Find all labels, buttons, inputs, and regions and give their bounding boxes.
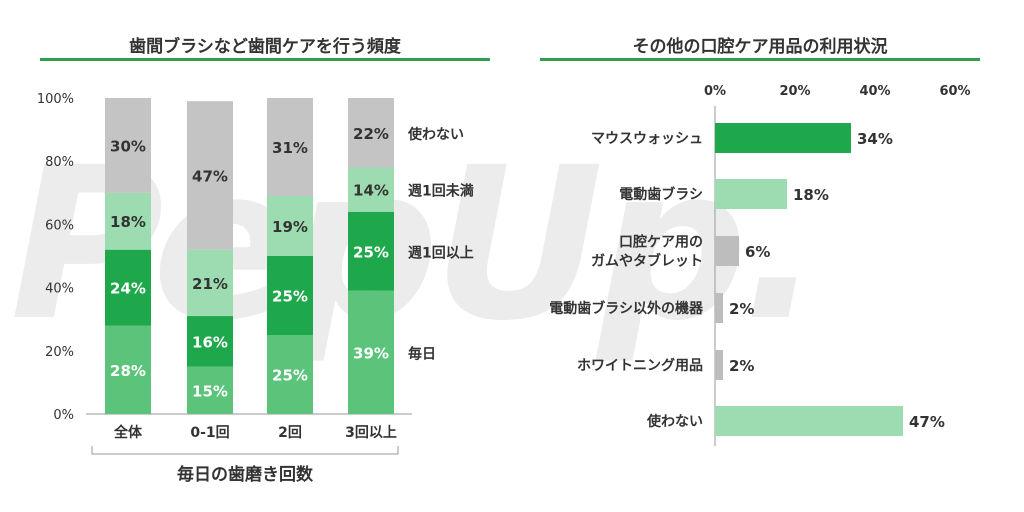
- data-label: 47%: [192, 167, 228, 185]
- y-tick-label: 0%: [53, 408, 74, 423]
- left-chart-title: 歯間ブラシなど歯間ケアを行う頻度: [129, 37, 401, 57]
- data-label: 2%: [729, 300, 754, 318]
- data-label: 24%: [110, 280, 146, 298]
- left-title-underline: [40, 58, 490, 61]
- data-label: 25%: [272, 367, 308, 385]
- data-label: 34%: [857, 130, 893, 148]
- data-label: 15%: [192, 382, 228, 400]
- data-label: 2%: [729, 357, 754, 375]
- category-label: ガムやタブレット: [591, 253, 703, 270]
- y-tick-label: 40%: [45, 282, 74, 297]
- category-label: 使わない: [646, 413, 703, 430]
- data-label: 39%: [353, 344, 389, 362]
- data-label: 25%: [353, 243, 389, 261]
- data-label: 47%: [909, 413, 945, 431]
- bar-segment: [105, 249, 151, 326]
- bar-segment: [267, 195, 313, 256]
- x-tick-label: 0%: [704, 84, 726, 99]
- legend-label: 週1回未満: [408, 183, 474, 200]
- x-tick-label: 20%: [779, 84, 810, 99]
- right-chart-title: その他の口腔ケア用品の利用状況: [632, 37, 888, 57]
- bar-segment: [267, 98, 313, 196]
- y-tick-label: 80%: [45, 155, 74, 170]
- x-tick-label: 0-1回: [190, 425, 229, 441]
- bar: [715, 350, 723, 380]
- bar-segment: [187, 249, 233, 317]
- legend-label: 毎日: [408, 345, 436, 362]
- bar: [715, 179, 787, 209]
- x-tick-label: 3回以上: [345, 425, 397, 441]
- right-title-underline: [540, 58, 980, 61]
- category-label: マウスウォッシュ: [591, 131, 703, 147]
- group-bracket: [91, 446, 399, 455]
- x-tick-label: 60%: [939, 84, 970, 99]
- bar: [715, 236, 739, 266]
- bar-segment: [348, 98, 394, 168]
- data-label: 22%: [353, 125, 389, 143]
- bar-segment: [105, 192, 151, 250]
- bar-segment: [187, 366, 233, 414]
- data-label: 16%: [192, 333, 228, 351]
- data-label: 18%: [110, 213, 146, 231]
- y-tick-label: 60%: [45, 218, 74, 233]
- legend-label: 週1回以上: [408, 245, 474, 261]
- y-tick-label: 20%: [45, 345, 74, 360]
- data-label: 25%: [272, 288, 308, 306]
- data-label: 19%: [272, 218, 308, 236]
- x-tick-label: 2回: [278, 425, 302, 441]
- bar-segment: [348, 290, 394, 414]
- bar-segment: [105, 325, 151, 414]
- data-label: 14%: [353, 182, 389, 200]
- group-label: 毎日の歯磨き回数: [177, 464, 314, 485]
- bar: [715, 406, 903, 436]
- legend-label: 使わない: [407, 126, 464, 143]
- category-label: 電動歯ブラシ以外の機器: [549, 300, 704, 317]
- data-label: 18%: [793, 186, 829, 204]
- bar: [715, 293, 723, 323]
- bar-segment: [267, 335, 313, 414]
- data-label: 28%: [110, 362, 146, 380]
- x-tick-label: 全体: [113, 424, 143, 441]
- bar-segment: [187, 101, 233, 250]
- data-label: 30%: [110, 137, 146, 155]
- y-tick-label: 100%: [37, 92, 74, 107]
- bar-segment: [348, 167, 394, 212]
- category-label: 口腔ケア用の: [619, 234, 703, 251]
- data-label: 31%: [272, 139, 308, 157]
- bar: [715, 123, 851, 153]
- bar-segment: [267, 256, 313, 335]
- category-label: ホワイトニング用品: [577, 357, 703, 374]
- bar-segment: [105, 98, 151, 193]
- category-label: 電動歯ブラシ: [619, 186, 703, 203]
- bar-segment: [348, 211, 394, 291]
- bar-segment: [187, 316, 233, 367]
- data-label: 6%: [745, 243, 770, 261]
- x-tick-label: 40%: [859, 84, 890, 99]
- data-label: 21%: [192, 275, 228, 293]
